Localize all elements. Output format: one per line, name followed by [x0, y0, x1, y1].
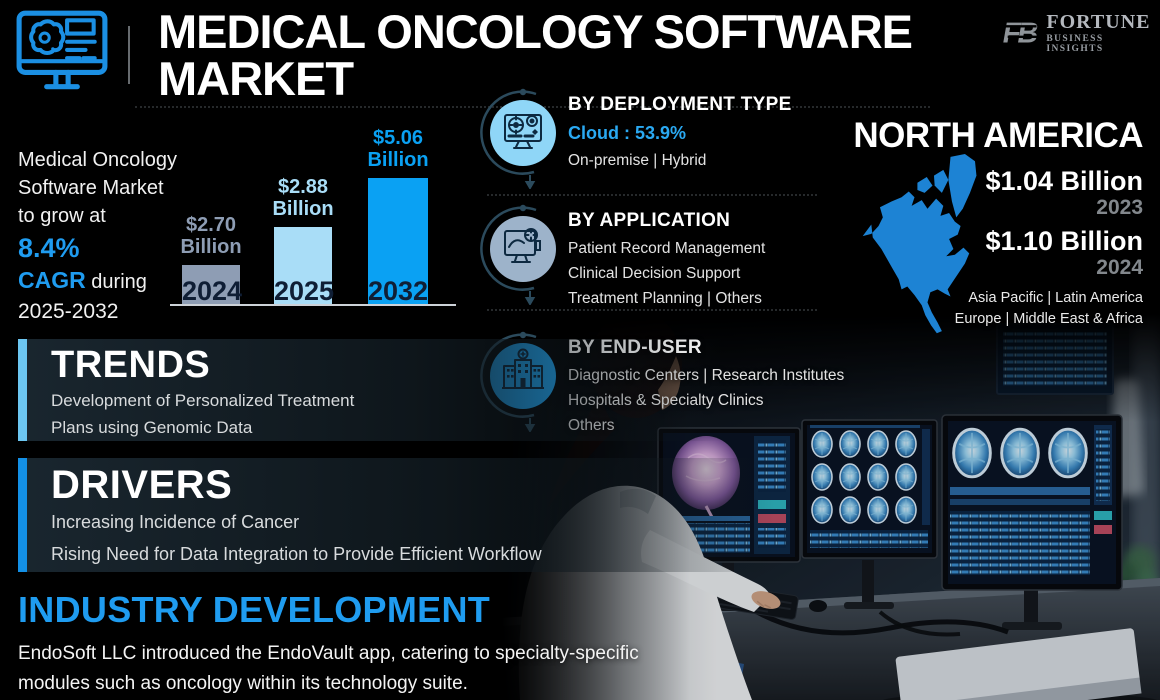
other-regions-line: Asia Pacific | Latin America: [968, 290, 1143, 306]
growth-line: Software Market: [18, 177, 164, 199]
segment-application: BY APPLICATION Patient Record Management…: [568, 210, 888, 307]
forecast-period: 2025-2032: [18, 300, 119, 323]
north-america-map: [862, 154, 977, 334]
segment-title: BY DEPLOYMENT TYPE: [568, 94, 792, 115]
svg-text:FB: FB: [1000, 18, 1040, 49]
segment-line: Treatment Planning | Others: [568, 290, 762, 307]
region-title: NORTH AMERICA: [853, 116, 1143, 155]
bar-value-label: $5.06 Billion: [367, 127, 428, 171]
drivers-line: Rising Need for Data Integration to Prov…: [51, 544, 542, 564]
bar-year-label: 2032: [368, 276, 429, 306]
fbi-monogram-icon: FB: [1000, 18, 1040, 49]
growth-line: to grow at: [18, 205, 106, 227]
region-stat-year: 2024: [1096, 256, 1143, 279]
bar-2025: 2025: [274, 227, 335, 306]
region-stat-value: $1.10 Billion: [985, 226, 1143, 256]
drivers-title: DRIVERS: [51, 463, 233, 507]
bar-value-label: $2.88 Billion: [272, 176, 333, 220]
fbi-brand-name: FORTUNE: [1046, 11, 1151, 33]
trends-line: Plans using Genomic Data: [51, 418, 253, 437]
bar-value-label: $2.70 Billion: [180, 214, 241, 258]
segment-line: Patient Record Management: [568, 240, 766, 257]
cagr-value: 8.4%: [18, 233, 80, 263]
bar-amount: $5.06: [372, 127, 424, 149]
industry-development-section: INDUSTRY DEVELOPMENT EndoSoft LLC introd…: [18, 589, 738, 699]
region-stat-value: $1.04 Billion: [985, 166, 1143, 196]
market-size-bar-chart: $2.70 Billion 2024 $2.88 Billion 2025 $5…: [170, 118, 460, 308]
bar-unit: Billion: [180, 236, 242, 258]
trends-title: TRENDS: [51, 344, 211, 386]
segment-line: On-premise | Hybrid: [568, 152, 707, 169]
industry-development-line: modules such as oncology within its tech…: [18, 673, 468, 694]
bar-group-2025: $2.88 Billion 2025: [272, 176, 335, 306]
cagr-suffix: during: [91, 271, 147, 293]
trends-line: Development of Personalized Treatment: [51, 391, 355, 410]
segment-line: Clinical Decision Support: [568, 265, 741, 282]
fortune-business-insights-logo: FB FORTUNE BUSINESS INSIGHTS: [1000, 12, 1160, 54]
drivers-line: Increasing Incidence of Cancer: [51, 512, 300, 532]
segment-highlight: Cloud : 53.9%: [568, 123, 687, 143]
page-title-line1: MEDICAL ONCOLOGY SOFTWARE: [158, 5, 913, 58]
growth-summary: Medical Oncology Software Market to grow…: [18, 146, 188, 327]
bar-unit: Billion: [367, 149, 429, 171]
application-computer-icon: [480, 204, 556, 305]
bar-unit: Billion: [272, 198, 334, 220]
bar-2032: 2032: [368, 178, 429, 306]
page-title-line2: MARKET: [158, 52, 354, 105]
cagr-label: CAGR: [18, 267, 86, 293]
industry-development-line: EndoSoft LLC introduced the EndoVault ap…: [18, 643, 639, 664]
growth-line: Medical Oncology: [18, 149, 177, 171]
region-stat-year: 2023: [1096, 196, 1143, 219]
oncology-software-logo-icon: [16, 10, 108, 90]
bar-group-2032: $5.06 Billion 2032: [367, 127, 429, 306]
trends-panel: TRENDS Development of Personalized Treat…: [18, 339, 722, 441]
other-regions-line: Europe | Middle East & Africa: [954, 311, 1143, 327]
dotted-divider: [487, 309, 817, 311]
cagr-line: CAGR during: [18, 266, 188, 296]
cloud-deployment-monitor-icon: [480, 88, 556, 189]
fbi-brand-tagline: BUSINESS INSIGHTS: [1046, 34, 1104, 54]
bar-year-label: 2025: [274, 276, 335, 306]
segment-deployment-type: BY DEPLOYMENT TYPE Cloud : 53.9% On-prem…: [568, 94, 888, 169]
page-title: MEDICAL ONCOLOGY SOFTWARE MARKET: [158, 8, 958, 102]
chart-baseline: [170, 304, 456, 306]
bar-year-label: 2024: [182, 276, 243, 306]
segment-title: BY APPLICATION: [568, 210, 731, 231]
bar-amount: $2.88: [277, 176, 329, 198]
industry-development-title: INDUSTRY DEVELOPMENT: [18, 589, 491, 630]
bar-amount: $2.70: [185, 214, 237, 236]
dotted-divider: [487, 194, 817, 196]
drivers-panel: DRIVERS Increasing Incidence of Cancer R…: [18, 458, 775, 572]
header-divider: [128, 26, 130, 84]
bar-2024: 2024: [182, 265, 243, 306]
bar-group-2024: $2.70 Billion 2024: [180, 214, 243, 306]
